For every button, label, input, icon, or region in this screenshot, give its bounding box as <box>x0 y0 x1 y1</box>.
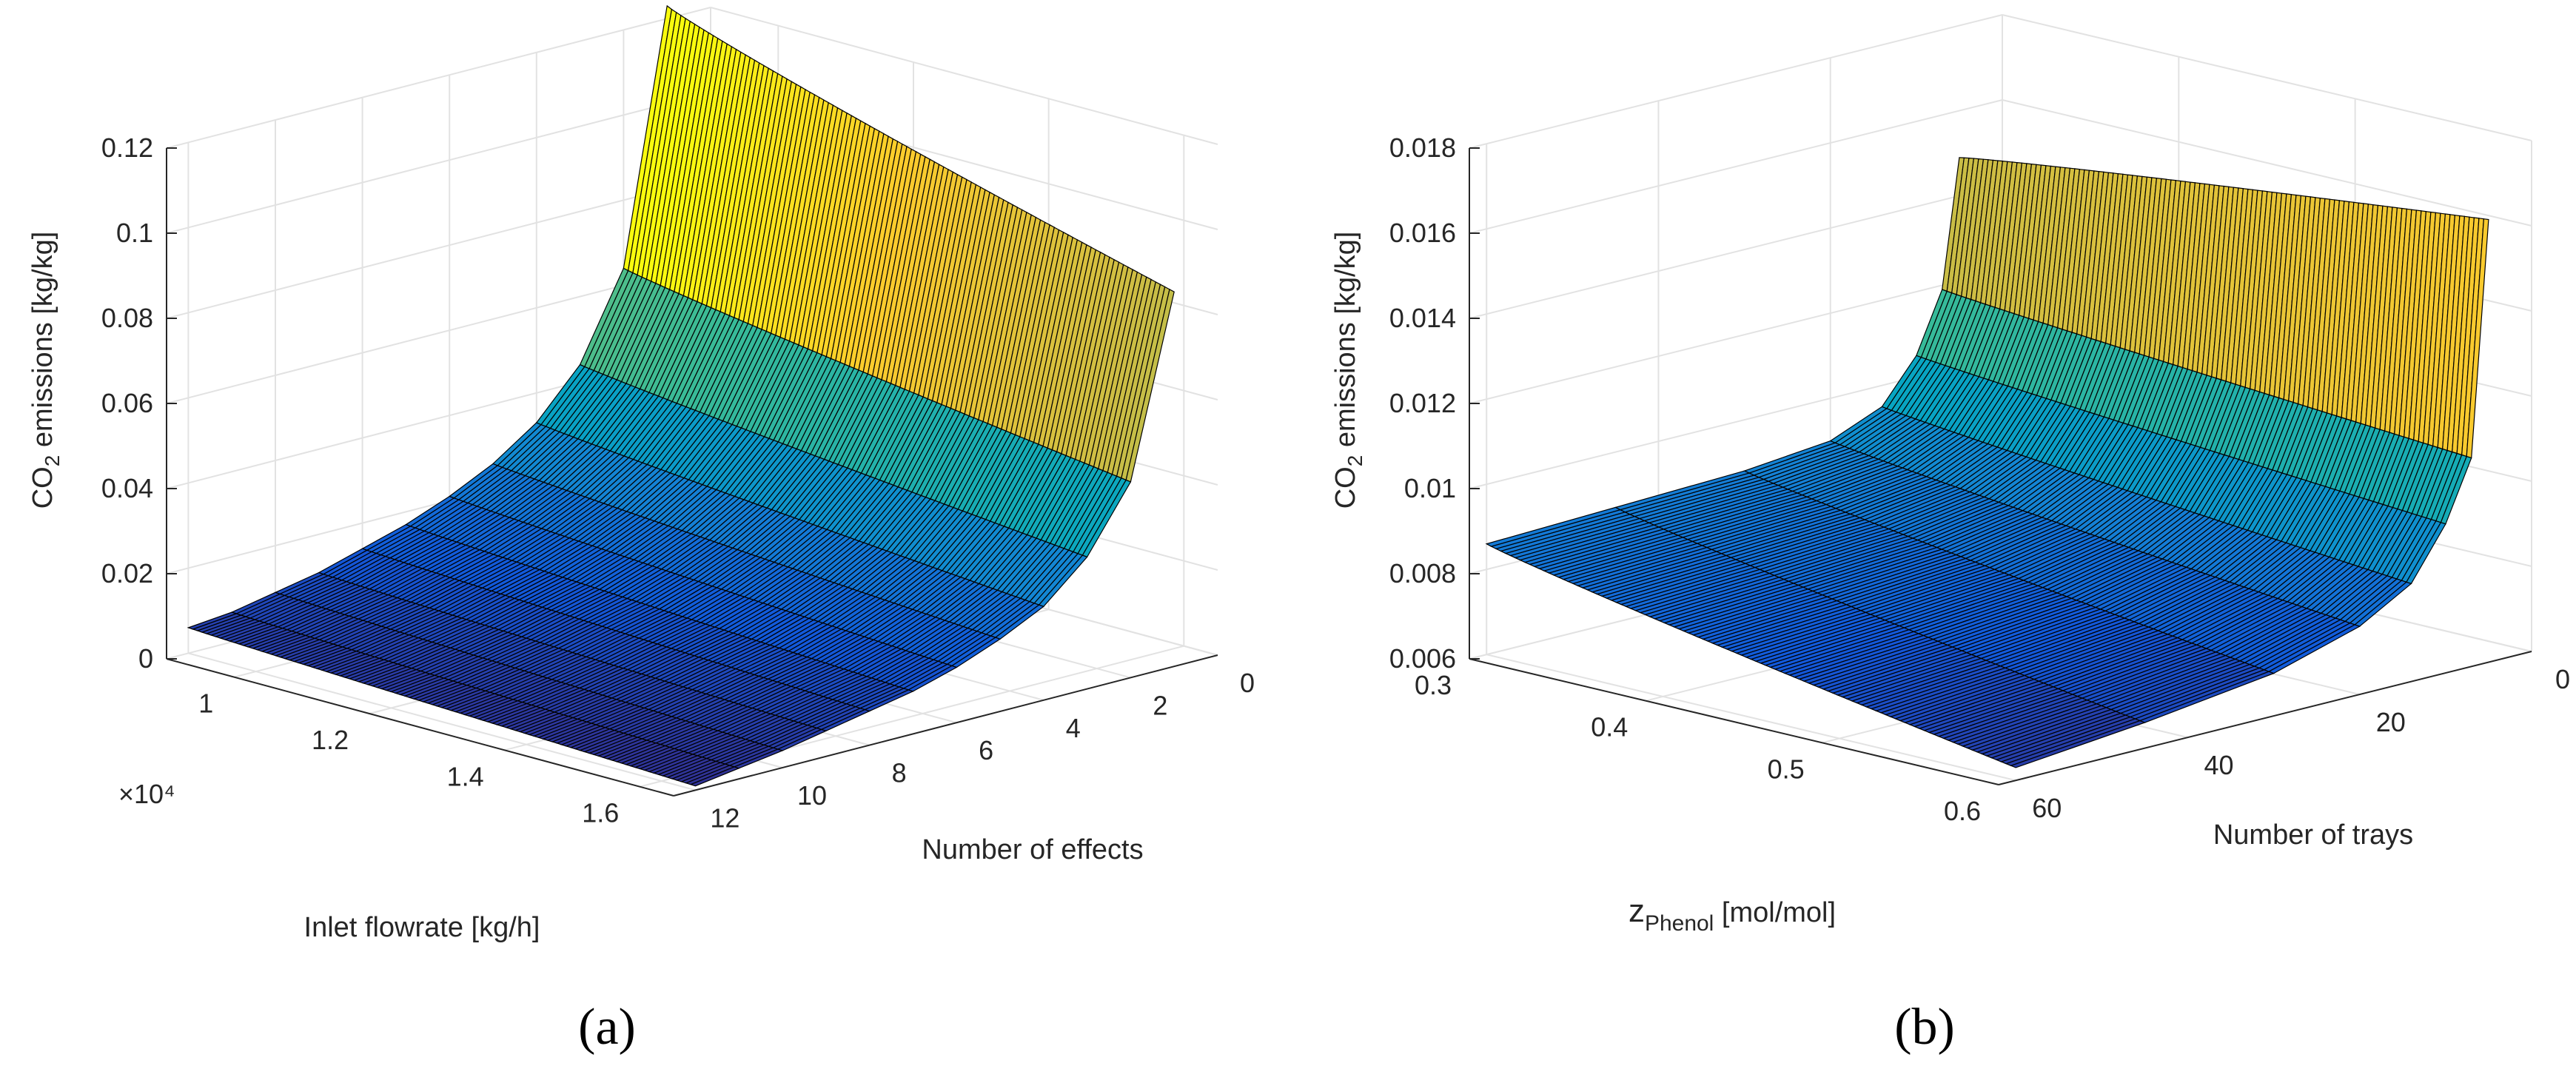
panel-a-grid-floor <box>188 652 696 791</box>
panel-a-x-tick: 1.6 <box>582 798 619 828</box>
panel-b-z-tick: 0.006 <box>1389 643 1456 674</box>
panel-a: 0 0.02 0.04 0.06 0.08 0.1 0.12 1 1.2 1.4 1.6 0 2 4 6 8 1… <box>27 4 1255 1056</box>
panel-a-grid-z <box>166 92 711 234</box>
panel-a-y-tick: 8 <box>892 758 907 788</box>
panel-b-grid-floor <box>1486 654 2016 782</box>
panel-b-z-tick: 0.014 <box>1389 303 1456 333</box>
panel-a-y-tick: 0 <box>1240 668 1255 698</box>
panel-a-z-tick: 0.08 <box>101 303 153 333</box>
panel-a-y-tick: 10 <box>797 780 827 811</box>
panel-b-grid-z <box>1469 184 2003 319</box>
panel-b-z-tick: 0.016 <box>1389 218 1456 248</box>
panel-b-grid-z <box>2002 99 2532 227</box>
panel-a-caption: (a) <box>578 999 636 1056</box>
panel-a-grid-z <box>710 7 1218 145</box>
panel-b-grid-z <box>1469 14 2003 149</box>
panel-b-z-tick: 0.008 <box>1389 558 1456 589</box>
panel-b-x-tick: 0.3 <box>1415 670 1452 700</box>
panel-a-z-tick: 0 <box>138 643 153 674</box>
panel-a-surface <box>187 4 1175 787</box>
panel-b-z-tick: 0.012 <box>1389 388 1456 418</box>
panel-b-y-tick: 0 <box>2555 664 2570 694</box>
panel-a-surface-patch <box>689 766 740 787</box>
panel-b-y-tick: 60 <box>2032 793 2062 823</box>
panel-b-y-label: Number of trays <box>2213 819 2413 851</box>
panel-b-y-tick: 40 <box>2204 750 2233 780</box>
panel-b-axis-line <box>1998 651 2532 785</box>
panel-a-y-tick: 4 <box>1066 713 1081 743</box>
panel-b-surface-patch <box>2009 720 2147 768</box>
panel-a-z-tick: 0.1 <box>116 218 153 248</box>
panel-a-z-tick: 0.02 <box>101 558 153 589</box>
panel-b-y-tick: 20 <box>2376 707 2406 737</box>
panel-a-y-label: Number of effects <box>922 834 1143 865</box>
panel-a-grid-z <box>166 7 711 149</box>
panel-b-x-label: zPhenol [mol/mol] <box>1629 893 1836 936</box>
panel-b-caption: (b) <box>1894 999 1955 1056</box>
panel-b-surface <box>1485 157 2489 768</box>
panel-a-z-tick: 0.12 <box>101 133 153 163</box>
panel-b-x-tick: 0.4 <box>1591 712 1628 742</box>
panel-b-x-tick: 0.6 <box>1944 796 1981 826</box>
panel-a-axis-line <box>673 654 1218 797</box>
panel-b-grid-z <box>1469 269 2003 404</box>
panel-a-y-tick: 2 <box>1153 690 1167 720</box>
panel-a-grid-z <box>166 177 711 319</box>
panel-b-z-tick: 0.018 <box>1389 133 1456 163</box>
panel-a-y-tick: 6 <box>979 735 993 765</box>
panel-b-grid-z <box>1469 99 2003 234</box>
panel-a-z-label: CO2 emissions [kg/kg] <box>27 232 64 509</box>
panel-a-z-tick: 0.04 <box>101 473 153 503</box>
panel-a-x-tick: 1.4 <box>447 761 484 791</box>
panel-a-z-tick: 0.06 <box>101 388 153 418</box>
panel-a-x-multiplier: ×10⁴ <box>118 779 175 809</box>
panel-b-axis-line <box>1469 658 1999 785</box>
panel-b-x-tick: 0.5 <box>1768 754 1805 784</box>
panel-a-y-tick: 12 <box>710 802 739 833</box>
panel-b: 0.006 0.008 0.01 0.012 0.014 0.016 0.018 0.3 0.4… <box>1330 14 2570 1056</box>
panel-a-x-tick: 1.2 <box>312 725 349 755</box>
panel-a-x-tick: 1 <box>198 688 213 719</box>
panel-a-x-label: Inlet flowrate [kg/h] <box>304 912 540 943</box>
panel-b-grid-z <box>2002 14 2532 141</box>
panel-b-z-tick: 0.01 <box>1404 473 1456 503</box>
panel-b-z-label: CO2 emissions [kg/kg] <box>1330 232 1366 509</box>
panel-a-axis-line <box>166 658 674 797</box>
